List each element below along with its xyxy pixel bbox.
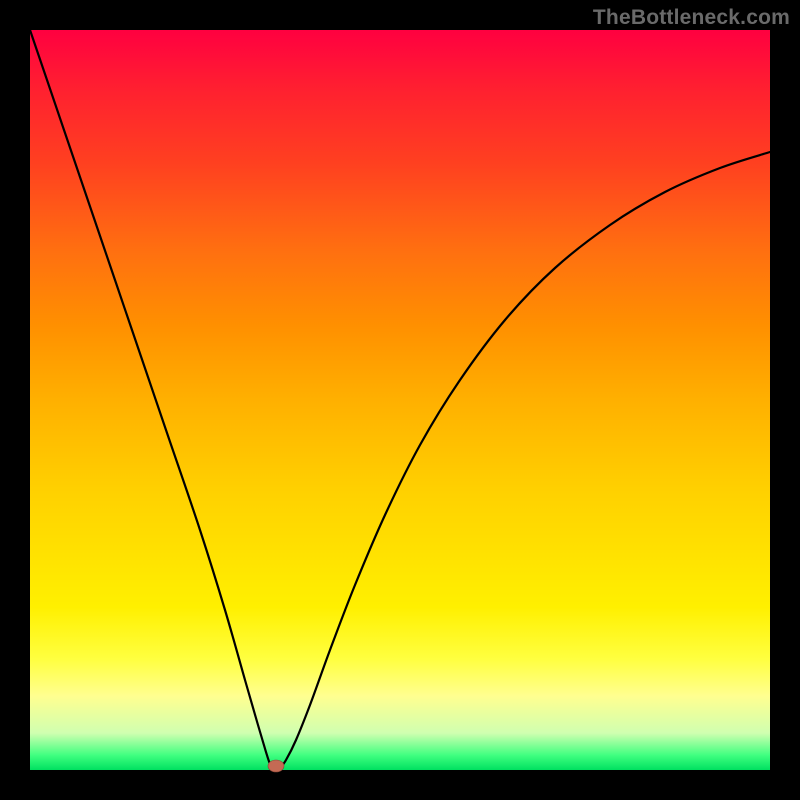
gradient-plot-area [30, 30, 770, 770]
outer-frame: TheBottleneck.com [0, 0, 800, 800]
watermark-text: TheBottleneck.com [593, 6, 790, 30]
